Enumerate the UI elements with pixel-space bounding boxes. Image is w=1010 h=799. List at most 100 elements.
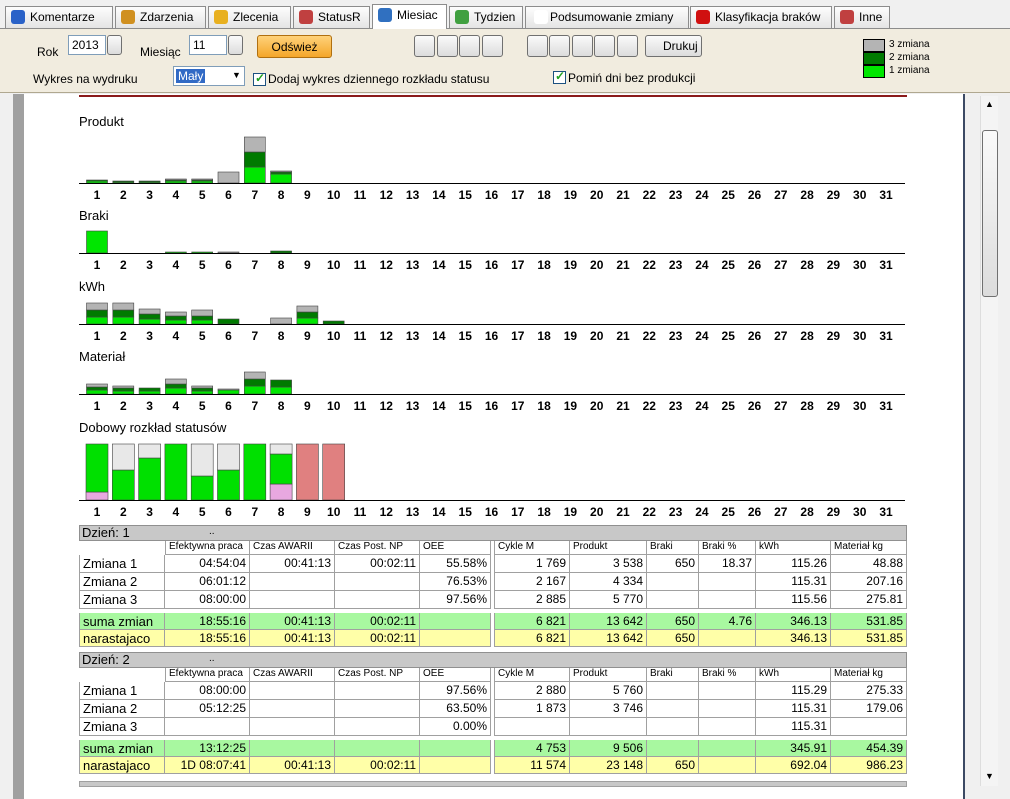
day-label: 17 — [511, 258, 525, 272]
day-label: 10 — [327, 188, 341, 202]
row-label: Zmiana 2 — [79, 700, 165, 718]
tab[interactable]: Zlecenia — [208, 6, 291, 28]
cell — [420, 757, 491, 774]
cell: 115.29 — [756, 682, 831, 700]
cell: 9 506 — [570, 740, 647, 757]
day-label: 9 — [304, 188, 311, 202]
day-header: Dzień: 1 — [79, 525, 907, 541]
day-label: 4 — [173, 399, 180, 413]
cell: 1D 08:07:41 — [165, 757, 250, 774]
day-label: 29 — [827, 329, 841, 343]
day-label: 28 — [800, 258, 814, 272]
bar-segment — [165, 378, 187, 385]
tab[interactable]: Tydzien — [449, 6, 523, 28]
chart-title: kWh — [79, 279, 105, 294]
tab[interactable]: Inne — [834, 6, 890, 28]
tool-button[interactable] — [526, 35, 548, 57]
cell: 986.23 — [831, 757, 907, 774]
cell — [420, 630, 491, 647]
month-spinner[interactable] — [228, 35, 243, 55]
day-label: 13 — [406, 258, 420, 272]
cell: 207.16 — [831, 573, 907, 591]
cell: 0.00% — [420, 718, 491, 736]
status-chart-checkbox[interactable]: ✓ — [253, 71, 266, 86]
print-chart-select[interactable]: Mały ▼ — [173, 66, 245, 86]
cell — [250, 682, 335, 700]
day-label: 7 — [251, 505, 258, 519]
day-label: 24 — [695, 258, 709, 272]
tool-button[interactable] — [594, 35, 615, 57]
cell — [647, 682, 699, 700]
scrollbar[interactable]: ▲ ▼ — [980, 96, 998, 786]
day-label: 2 — [120, 258, 127, 272]
column-header: Materiał kg — [831, 541, 907, 555]
day-header: Dzień: 2 — [79, 652, 907, 668]
cell: 346.13 — [756, 613, 831, 630]
tab[interactable]: Zdarzenia — [115, 6, 206, 28]
tab-icon — [378, 8, 392, 22]
day-label: 31 — [879, 188, 893, 202]
tab[interactable]: Komentarze — [5, 6, 113, 28]
tool-button[interactable] — [571, 35, 593, 57]
column-header: Efektywna praca — [165, 668, 250, 682]
day-label: 25 — [722, 329, 736, 343]
day-label: 28 — [800, 505, 814, 519]
day-label: 15 — [459, 505, 473, 519]
day-label: 14 — [432, 399, 446, 413]
tab[interactable]: Podsumowanie zmiany — [525, 6, 689, 28]
day-label: 17 — [511, 505, 525, 519]
cell: 08:00:00 — [165, 591, 250, 609]
status-segment — [217, 443, 240, 471]
tool-button[interactable] — [549, 35, 570, 57]
day-label: 4 — [173, 188, 180, 202]
tool-button[interactable] — [481, 35, 503, 57]
year-spinner[interactable] — [107, 35, 122, 55]
scroll-thumb[interactable] — [982, 130, 998, 297]
cell: 97.56% — [420, 591, 491, 609]
tool-button[interactable] — [414, 35, 435, 57]
cell: 4 753 — [494, 740, 570, 757]
tool-button[interactable] — [616, 35, 638, 57]
legend-swatch — [863, 52, 885, 65]
day-label: 11 — [354, 505, 367, 519]
day-label: 1 — [94, 258, 101, 272]
tool-button[interactable] — [436, 35, 458, 57]
cell: 5 760 — [570, 682, 647, 700]
refresh-button[interactable]: Odśwież — [257, 35, 332, 58]
scroll-up[interactable]: ▲ — [985, 99, 994, 109]
day-label: 12 — [380, 188, 394, 202]
day-label: 5 — [199, 258, 206, 272]
day-label: 8 — [278, 505, 285, 519]
day-label: 12 — [380, 505, 394, 519]
chart-title: Produkt — [79, 114, 124, 129]
column-header: Produkt — [570, 668, 647, 682]
cell: 00:41:13 — [250, 630, 335, 647]
tab[interactable]: StatusR — [293, 6, 370, 28]
tab[interactable]: Klasyfikacja braków — [690, 6, 832, 28]
skip-days-label: Pomiń dni bez produkcji — [568, 71, 696, 85]
day-label: 9 — [304, 329, 311, 343]
cell: 05:12:25 — [165, 700, 250, 718]
month-input[interactable]: 11 — [189, 35, 227, 55]
tool-button[interactable] — [459, 35, 480, 57]
day-label: 14 — [432, 329, 446, 343]
print-button[interactable]: Drukuj — [645, 35, 702, 57]
tab-label: Komentarze — [30, 10, 95, 24]
cell — [335, 591, 420, 609]
cell — [250, 700, 335, 718]
day-label: 13 — [406, 505, 420, 519]
day-label: 12 — [380, 329, 394, 343]
cell — [250, 573, 335, 591]
day-label: 14 — [432, 258, 446, 272]
cell: 454.39 — [831, 740, 907, 757]
year-input[interactable]: 2013 — [68, 35, 106, 55]
day-label: 30 — [853, 258, 867, 272]
cell: 6 821 — [494, 630, 570, 647]
tab-bar: Komentarze Zdarzenia Zlecenia StatusR Miesia… — [0, 0, 1010, 29]
skip-days-checkbox[interactable]: ✓ — [553, 69, 566, 84]
tab[interactable]: Miesiac — [372, 4, 447, 29]
day-label: 20 — [590, 188, 604, 202]
day-label: 18 — [537, 329, 551, 343]
scroll-down[interactable]: ▼ — [985, 771, 994, 781]
